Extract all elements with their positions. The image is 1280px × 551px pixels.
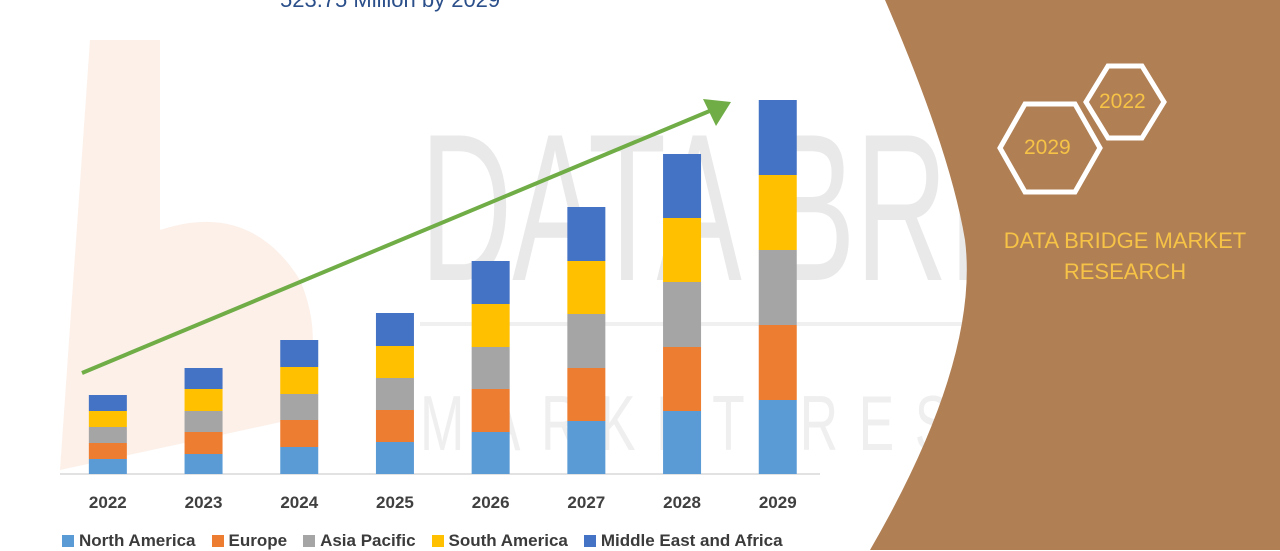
bar-2025-series-2 xyxy=(375,378,414,410)
x-tick-label: 2024 xyxy=(280,493,318,512)
bar-2028-series-1 xyxy=(663,347,702,411)
legend-swatch xyxy=(583,535,596,547)
bar-2026-series-3 xyxy=(471,304,510,347)
bar-2022-series-2 xyxy=(88,427,127,443)
bar-2023-series-2 xyxy=(184,411,223,432)
hex-year-2029: 2029 xyxy=(1024,136,1071,159)
legend-label: South America xyxy=(448,531,568,550)
legend-swatch xyxy=(303,535,316,547)
brand-panel-shape xyxy=(870,0,1280,550)
chart-title: 523.75 Million by 2029 xyxy=(280,0,540,13)
hex-year-2022: 2022 xyxy=(1099,90,1146,113)
bar-2028-series-0 xyxy=(663,411,702,474)
legend-swatch xyxy=(211,535,224,547)
hex-outline-2029 xyxy=(997,101,1103,195)
bar-2028-series-2 xyxy=(663,282,702,347)
legend-label: Europe xyxy=(228,531,288,550)
trend-arrow xyxy=(81,99,731,375)
bars-group xyxy=(88,100,797,474)
trend-arrowhead xyxy=(703,99,731,126)
brand-name-line1: DATA BRIDGE MARKET xyxy=(1003,228,1247,253)
legend-item: Europe xyxy=(211,531,288,551)
bar-2029-series-4 xyxy=(758,100,797,175)
brand-name-line2: RESEARCH xyxy=(1063,259,1187,284)
bar-2024-series-0 xyxy=(280,447,319,474)
bar-2027-series-4 xyxy=(567,207,606,261)
bar-2024-series-1 xyxy=(280,420,319,447)
bar-2022-series-3 xyxy=(88,411,127,427)
bar-2023-series-3 xyxy=(184,389,223,411)
trend-arrow-line xyxy=(81,108,713,375)
bar-2025-series-0 xyxy=(375,442,414,474)
legend-label: Asia Pacific xyxy=(320,531,416,550)
bar-2025-series-4 xyxy=(375,313,414,346)
bar-2026-series-0 xyxy=(471,432,510,474)
legend-item: Middle East and Africa xyxy=(583,531,783,551)
x-tick-label: 2022 xyxy=(89,493,127,512)
bar-2025-series-1 xyxy=(375,410,414,442)
watermark-divider xyxy=(420,322,1280,326)
x-tick-label: 2025 xyxy=(376,493,414,512)
bar-2029-series-2 xyxy=(758,250,797,325)
legend-item: South America xyxy=(431,531,568,551)
legend-swatch xyxy=(431,535,444,547)
x-tick-label: 2027 xyxy=(567,493,605,512)
x-tick-label: 2028 xyxy=(663,493,701,512)
legend-item: Asia Pacific xyxy=(303,531,416,551)
bar-2029-series-0 xyxy=(758,400,797,474)
legend: North America Europe Asia Pacific South Ame… xyxy=(62,531,783,551)
x-tick-labels: 2022 2023 2024 2025 2026 2027 2028 2029 xyxy=(89,493,797,512)
legend-label: North America xyxy=(79,531,196,550)
x-tick-label: 2029 xyxy=(759,493,797,512)
bar-2024-series-3 xyxy=(280,367,319,394)
bar-2027-series-0 xyxy=(567,421,606,474)
legend-item: North America xyxy=(62,531,196,551)
bar-2027-series-2 xyxy=(567,314,606,368)
bar-2026-series-4 xyxy=(471,261,510,304)
legend-label: Middle East and Africa xyxy=(600,531,783,550)
x-tick-label: 2026 xyxy=(472,493,510,512)
bar-2029-series-3 xyxy=(758,175,797,250)
bar-2023-series-1 xyxy=(184,432,223,454)
legend-swatch xyxy=(62,535,74,547)
hex-outline-2022 xyxy=(1083,63,1167,141)
bar-2027-series-1 xyxy=(567,368,606,421)
watermark-logo-shape xyxy=(60,40,313,470)
bar-2024-series-4 xyxy=(280,340,319,367)
bar-2026-series-2 xyxy=(471,347,510,389)
bar-2022-series-0 xyxy=(88,459,127,474)
bar-2029-series-1 xyxy=(758,325,797,400)
bar-2023-series-0 xyxy=(184,454,223,474)
bar-2022-series-4 xyxy=(88,395,127,411)
bar-2024-series-2 xyxy=(280,394,319,420)
bar-2026-series-1 xyxy=(471,389,510,432)
bar-2027-series-3 xyxy=(567,261,606,314)
bar-2023-series-4 xyxy=(184,368,223,389)
bar-2025-series-3 xyxy=(375,346,414,378)
bar-2022-series-1 xyxy=(88,443,127,459)
bar-2028-series-3 xyxy=(663,218,702,282)
x-tick-label: 2023 xyxy=(185,493,223,512)
bar-2028-series-4 xyxy=(663,154,702,218)
